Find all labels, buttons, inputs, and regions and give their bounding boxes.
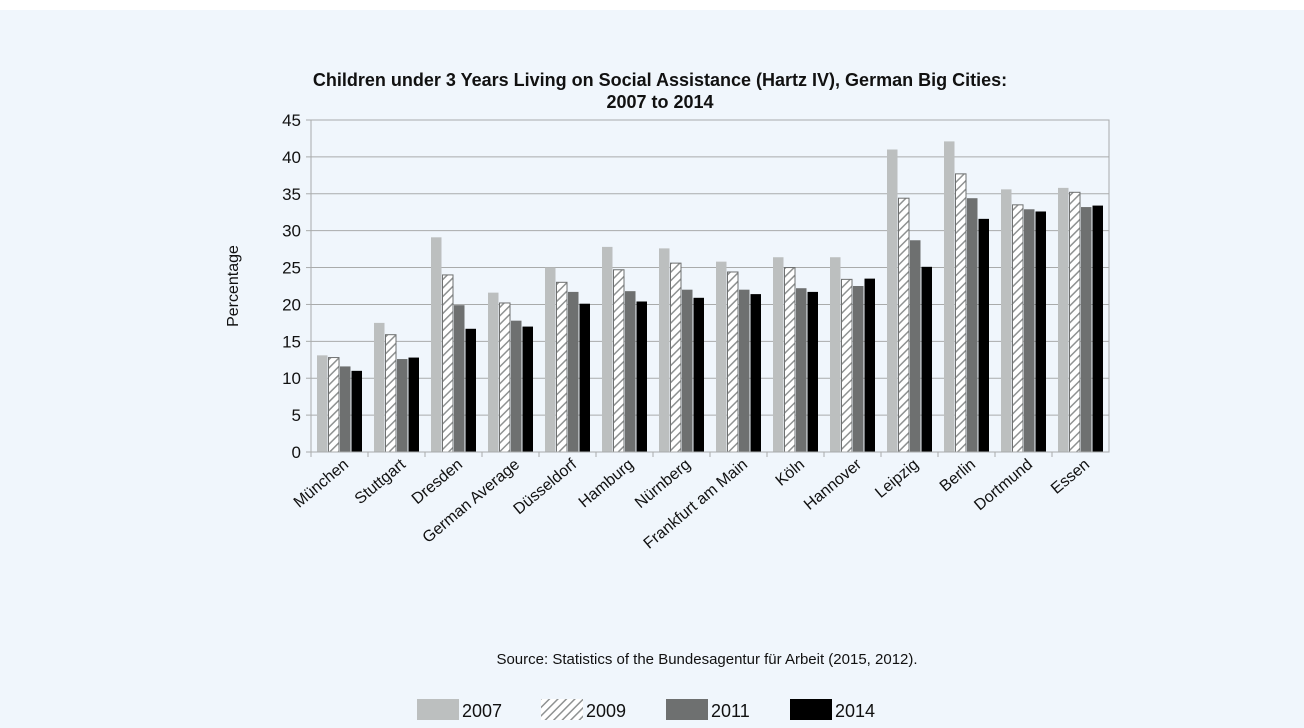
bar-2011 [910, 240, 921, 452]
y-tick-label: 25 [282, 259, 301, 278]
bar-2014 [1092, 205, 1103, 452]
bar-2007 [887, 149, 898, 452]
legend-swatch-2014 [790, 699, 832, 720]
x-tick-label: Leipzig [872, 456, 922, 502]
bar-2009 [955, 173, 967, 453]
x-tick-label: Dortmund [971, 456, 1036, 514]
y-tick-label: 45 [282, 111, 301, 130]
chart-title-line2: 2007 to 2014 [606, 92, 713, 112]
legend-swatch-2011 [666, 699, 708, 720]
bar-2007 [773, 257, 784, 452]
y-tick-label: 15 [282, 332, 301, 351]
x-tick-label: Berlin [937, 456, 979, 495]
bar-2014 [978, 218, 989, 452]
bar-2009 [385, 334, 397, 453]
bar-2009 [442, 274, 454, 453]
bar-2011 [568, 291, 579, 452]
bar-2014 [864, 278, 875, 452]
bar-2009 [841, 278, 853, 453]
bar-2011 [1024, 209, 1035, 452]
bar-2007 [545, 267, 556, 452]
bar-2011 [454, 305, 465, 452]
bar-2011 [511, 320, 522, 452]
bar-2009 [499, 302, 511, 453]
x-tick-label: Hannover [801, 456, 866, 514]
y-tick-label: 30 [282, 222, 301, 241]
bar-2009 [727, 271, 739, 453]
bar-2009 [1069, 191, 1081, 453]
bar-2007 [374, 322, 385, 452]
bar-2007 [944, 141, 955, 452]
bar-2014 [465, 328, 476, 452]
x-tick-label: München [291, 456, 352, 511]
bar-2014 [636, 301, 647, 452]
x-tick-label: Köln [773, 456, 808, 490]
y-tick-label: 40 [282, 148, 301, 167]
bar-2011 [853, 286, 864, 452]
legend-label-2011: 2011 [711, 701, 750, 721]
y-tick-label: 0 [292, 443, 301, 462]
bars [317, 141, 1103, 453]
bar-2007 [431, 237, 442, 452]
bar-2007 [659, 248, 670, 452]
x-tick-label: Düsseldorf [511, 456, 581, 519]
bar-2011 [340, 366, 351, 452]
bar-2009 [613, 269, 625, 453]
bar-2011 [1081, 207, 1092, 452]
bar-2011 [739, 289, 750, 452]
bar-2007 [1001, 189, 1012, 452]
y-axis-label: Percentage [225, 245, 242, 327]
legend-swatch-2009 [541, 699, 583, 720]
y-tick-label: 10 [282, 369, 301, 388]
bar-2011 [682, 289, 693, 452]
top-strip [0, 0, 1304, 10]
x-tick-label: Essen [1048, 456, 1093, 498]
bar-2014 [408, 357, 419, 452]
bar-2007 [317, 355, 328, 452]
legend-label-2007: 2007 [462, 701, 502, 721]
bar-2011 [967, 198, 978, 452]
bar-2014 [921, 266, 932, 452]
y-tick-label: 20 [282, 295, 301, 314]
bar-2011 [397, 359, 408, 452]
bar-2014 [750, 294, 761, 452]
bar-2014 [351, 370, 362, 452]
bar-2009 [556, 281, 568, 453]
x-tick-label: Stuttgart [352, 456, 410, 508]
bar-2007 [488, 292, 499, 452]
x-tick-label: Hamburg [576, 456, 637, 511]
legend-label-2009: 2009 [586, 701, 626, 721]
plot-frame [310, 119, 1110, 453]
bar-2011 [796, 288, 807, 452]
bar-2009 [670, 262, 682, 453]
x-tick-label: German Average [420, 456, 523, 547]
y-tick-labels: 0 5 10 15 20 25 30 35 40 45 [282, 111, 301, 462]
bar-2014 [807, 291, 818, 452]
bar-2009 [1012, 204, 1024, 453]
bar-2014 [1035, 211, 1046, 452]
legend-swatch-2007 [417, 699, 459, 720]
y-tick-label: 5 [292, 406, 301, 425]
bar-2014 [579, 303, 590, 452]
bar-2007 [830, 257, 841, 452]
y-tick-label: 35 [282, 185, 301, 204]
x-tick-label: Dresden [409, 456, 466, 508]
bar-2009 [898, 197, 910, 453]
bar-2007 [1058, 187, 1069, 452]
bar-2007 [716, 261, 727, 452]
bar-2014 [522, 326, 533, 452]
legend: 2007 2009 2011 2014 [417, 699, 875, 721]
bar-2014 [693, 297, 704, 452]
source-note: Source: Statistics of the Bundesagentur … [496, 651, 917, 668]
bar-2009 [328, 357, 340, 453]
x-tick-label: Frankfurt am Main [641, 456, 751, 552]
bar-2007 [602, 246, 613, 452]
bar-2011 [625, 291, 636, 452]
legend-label-2014: 2014 [835, 701, 875, 721]
bar-2009 [784, 267, 796, 453]
chart-title: Children under 3 Years Living on Social … [313, 70, 1007, 90]
